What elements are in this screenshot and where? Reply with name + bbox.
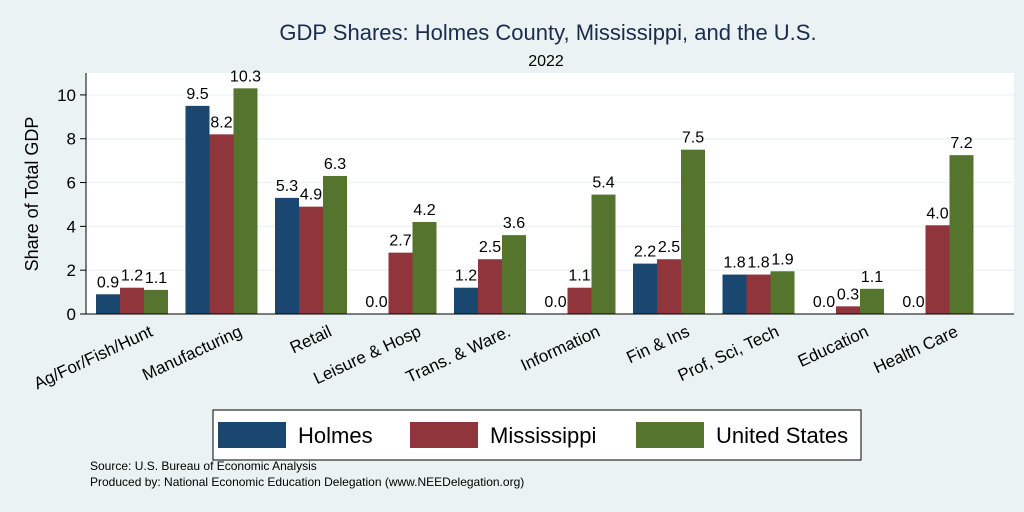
bar-mississippi [120, 287, 144, 314]
category-label: Education [795, 322, 872, 371]
data-label: 6.3 [324, 156, 346, 173]
data-label: 1.1 [568, 268, 590, 285]
bar-mississippi [836, 306, 860, 314]
legend-label: Mississippi [490, 423, 596, 448]
bar-holmes [185, 105, 210, 314]
data-label: 1.8 [747, 255, 769, 272]
bar-holmes [722, 274, 747, 314]
data-labels: 0.9 1.2 1.19.58.210.35.34.96.30.02.74.21.2… [97, 68, 973, 311]
data-label: 0.0 [902, 294, 924, 311]
data-label: 1.8 [723, 255, 745, 272]
y-axis-label: Share of Total GDP [22, 117, 42, 272]
data-label: 0.9 [97, 274, 119, 291]
bar-mississippi [746, 274, 771, 314]
bar-united-states [144, 289, 168, 314]
data-label: 7.2 [950, 135, 972, 152]
chart-title: GDP Shares: Holmes County, Mississippi, … [279, 20, 816, 45]
data-label: 0.3 [837, 286, 859, 303]
legend-label: United States [716, 423, 848, 448]
data-label: 2.2 [634, 244, 656, 261]
source-notes: Source: U.S. Bureau of Economic Analysis… [90, 459, 524, 489]
data-label: 3.6 [503, 215, 525, 232]
category-label: Information [518, 322, 603, 375]
bar-mississippi [299, 206, 323, 314]
category-label: Ag/For/Fish/Hunt [31, 322, 156, 394]
bar-mississippi [388, 252, 413, 314]
bar-united-states [233, 88, 258, 314]
data-label: 4.0 [926, 205, 948, 222]
bar-mississippi [209, 134, 234, 314]
bar-united-states [502, 235, 526, 314]
legend: Holmes Mississippi United States [212, 409, 862, 461]
bar-mississippi [925, 225, 950, 314]
y-tick-label: 4 [67, 217, 76, 236]
data-label: 1.9 [771, 251, 793, 268]
data-label: 10.3 [230, 68, 261, 85]
data-label: 1.1 [145, 270, 167, 287]
bar-united-states [860, 288, 884, 314]
legend-label: Holmes [298, 423, 373, 448]
bar-united-states [591, 194, 616, 314]
data-label: 0.0 [544, 294, 566, 311]
category-label: Retail [287, 322, 334, 358]
bar-mississippi [567, 287, 592, 314]
category-label: Prof, Sci, Tech [675, 322, 782, 385]
data-label: 1.2 [455, 268, 477, 285]
legend-box [212, 409, 862, 461]
data-label: 5.4 [592, 175, 614, 192]
data-label: 9.5 [186, 86, 208, 103]
category-label: Manufacturing [139, 322, 245, 385]
y-tick-label: 0 [67, 305, 76, 324]
bar-mississippi [657, 259, 681, 314]
bar-united-states [949, 155, 974, 314]
data-label: 4.9 [300, 187, 322, 204]
bar-united-states [412, 221, 437, 314]
data-label: 0.0 [813, 294, 835, 311]
bar-holmes [96, 294, 120, 314]
bars [96, 88, 974, 314]
data-label: 2.5 [479, 239, 501, 256]
y-tick-label: 10 [57, 86, 76, 105]
category-label: Health Care [871, 322, 961, 378]
chart-subtitle: 2022 [528, 53, 564, 70]
category-label: Fin & Ins [624, 322, 693, 368]
bar-holmes [454, 287, 478, 314]
bar-holmes [633, 263, 657, 314]
legend-swatch-holmes [218, 422, 286, 448]
y-axis-ticks: 0 2 4 6 8 10 [57, 86, 86, 324]
source-line: Source: U.S. Bureau of Economic Analysis [90, 459, 317, 473]
data-label: 0.0 [365, 294, 387, 311]
bar-holmes [275, 197, 299, 314]
data-label: 7.5 [682, 130, 704, 147]
data-label: 2.7 [389, 233, 411, 250]
y-tick-label: 6 [67, 174, 76, 193]
bar-united-states [323, 175, 347, 314]
legend-swatch-united-states [636, 422, 704, 448]
data-label: 8.2 [210, 114, 232, 131]
y-tick-label: 2 [67, 261, 76, 280]
data-label: 4.2 [413, 202, 435, 219]
produced-by-line: Produced by: National Economic Education… [90, 475, 524, 489]
bar-united-states [681, 149, 705, 314]
legend-swatch-mississippi [410, 422, 478, 448]
data-label: 1.1 [861, 269, 883, 286]
bar-united-states [770, 271, 795, 314]
y-tick-label: 8 [67, 130, 76, 149]
data-label: 2.5 [658, 239, 680, 256]
data-label: 1.2 [121, 268, 143, 285]
bar-mississippi [478, 259, 502, 314]
data-label: 5.3 [276, 178, 298, 195]
